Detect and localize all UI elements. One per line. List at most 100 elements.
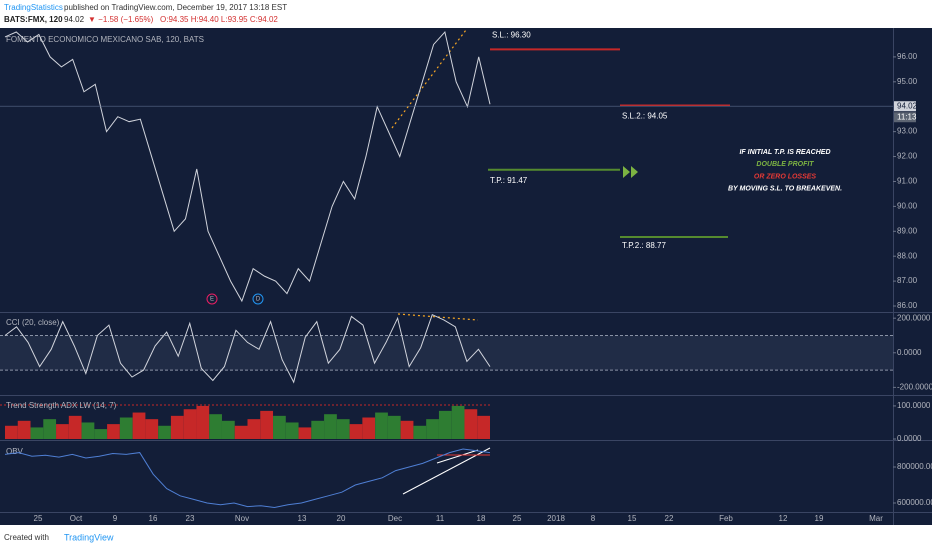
- bar: [158, 425, 171, 440]
- bar: [145, 419, 159, 440]
- bar: [298, 427, 312, 440]
- bar: [132, 412, 146, 440]
- y-tick-label: 88.00: [897, 251, 918, 260]
- bar: [170, 415, 184, 440]
- bar: [451, 405, 465, 440]
- author[interactable]: TradingStatistics: [4, 3, 63, 12]
- y-tick-label: -200.0000: [897, 382, 932, 391]
- last: 94.02: [64, 15, 85, 24]
- x-tick-label: Mar: [869, 514, 883, 523]
- bar: [196, 405, 210, 440]
- x-tick-label: 12: [779, 514, 788, 523]
- y-tick-label: 100.0000: [897, 401, 931, 410]
- ohlc: O:94.35 H:94.40 L:93.95 C:94.02: [160, 15, 278, 24]
- bar: [362, 417, 376, 440]
- note-line: BY MOVING S.L. TO BREAKEVEN.: [728, 186, 842, 193]
- bar: [285, 422, 299, 440]
- note-line: OR ZERO LOSSES: [754, 173, 817, 180]
- x-tick-label: Oct: [70, 514, 83, 523]
- chart-title: FOMENTO ECONOMICO MEXICANO SAB, 120, BAT…: [6, 35, 204, 44]
- note-line: DOUBLE PROFIT: [756, 161, 814, 168]
- chart-background: [0, 28, 932, 525]
- x-tick-label: 8: [591, 514, 596, 523]
- countdown: 11:13: [897, 112, 917, 121]
- bar: [119, 417, 133, 440]
- bar: [68, 415, 82, 440]
- obv-title: OBV: [6, 447, 24, 456]
- bar: [5, 425, 18, 440]
- y-tick-label: 95.00: [897, 77, 918, 86]
- note-line: IF INITIAL T.P. IS REACHED: [739, 149, 830, 156]
- level-label: S.L.: 96.30: [492, 31, 531, 40]
- x-tick-label: 18: [477, 514, 486, 523]
- x-tick-label: 11: [436, 514, 445, 523]
- bar: [273, 415, 286, 440]
- level-label: S.L.2.: 94.05: [622, 112, 668, 121]
- symbol: BATS:FMX, 120: [4, 15, 63, 24]
- bar: [234, 425, 248, 440]
- arrows: [623, 166, 638, 178]
- bar: [81, 422, 95, 440]
- bar: [426, 419, 439, 440]
- y-tick-label: 600000.0000: [897, 498, 932, 507]
- bar: [438, 410, 452, 440]
- cci-title: CCI (20, close): [6, 318, 60, 327]
- bar: [413, 425, 427, 440]
- bar: [183, 409, 197, 440]
- last-price-box: [894, 101, 916, 112]
- level-label: T.P.2.: 88.77: [622, 241, 666, 250]
- bar: [349, 424, 363, 440]
- bar: [464, 409, 478, 440]
- bar: [17, 420, 31, 440]
- bar: [336, 419, 350, 440]
- x-tick-label: 19: [815, 514, 824, 523]
- series-line: [4, 314, 491, 384]
- series-line: [4, 448, 491, 509]
- bar: [311, 420, 325, 440]
- bar: [209, 414, 222, 440]
- event-icon[interactable]: [252, 293, 264, 305]
- bar: [324, 414, 337, 440]
- footer-brand[interactable]: TradingView: [64, 532, 114, 542]
- y-tick-label: 90.00: [897, 201, 918, 210]
- obv-trend-lines: [402, 447, 491, 495]
- footer-background: [0, 525, 932, 550]
- bar: [387, 415, 401, 440]
- change: ▼ −1.58 (−1.65%): [88, 15, 154, 24]
- x-tick-label: 20: [337, 514, 346, 523]
- bar: [221, 420, 235, 440]
- x-tick-label: 22: [665, 514, 674, 523]
- x-tick-label: Nov: [235, 514, 249, 523]
- y-tick-label: 200.0000: [897, 313, 931, 322]
- footer-created: Created with: [4, 533, 49, 542]
- y-tick-label: 0.0000: [897, 348, 922, 357]
- last-price-label: 94.02: [897, 101, 918, 110]
- bar: [56, 424, 69, 440]
- y-tick-label: 89.00: [897, 226, 918, 235]
- level-label: T.P.: 91.47: [490, 176, 528, 185]
- bar: [477, 415, 490, 440]
- cci-band: [0, 335, 893, 371]
- bar: [94, 429, 108, 440]
- panel-borders: [0, 28, 932, 525]
- y-tick-label: 93.00: [897, 127, 918, 136]
- x-tick-label: 13: [298, 514, 307, 523]
- x-tick-label: Dec: [388, 514, 402, 523]
- x-tick-label: 15: [628, 514, 637, 523]
- event-label: D: [256, 297, 261, 303]
- x-tick-label: 25: [513, 514, 522, 523]
- x-tick-label: 23: [186, 514, 195, 523]
- bar: [30, 427, 44, 440]
- x-tick-label: Feb: [719, 514, 733, 523]
- x-tick-label: 9: [113, 514, 118, 523]
- bar: [375, 412, 388, 440]
- adx-title: Trend Strength ADX LW (14, 7): [6, 401, 117, 410]
- x-tick-label: 25: [34, 514, 43, 523]
- series-line: [4, 30, 491, 303]
- bar: [247, 419, 261, 440]
- event-icon[interactable]: [206, 293, 218, 305]
- y-tick-label: 96.00: [897, 52, 918, 61]
- y-tick-label: 800000.0000: [897, 462, 932, 471]
- y-tick-label: 0.0000: [897, 434, 922, 443]
